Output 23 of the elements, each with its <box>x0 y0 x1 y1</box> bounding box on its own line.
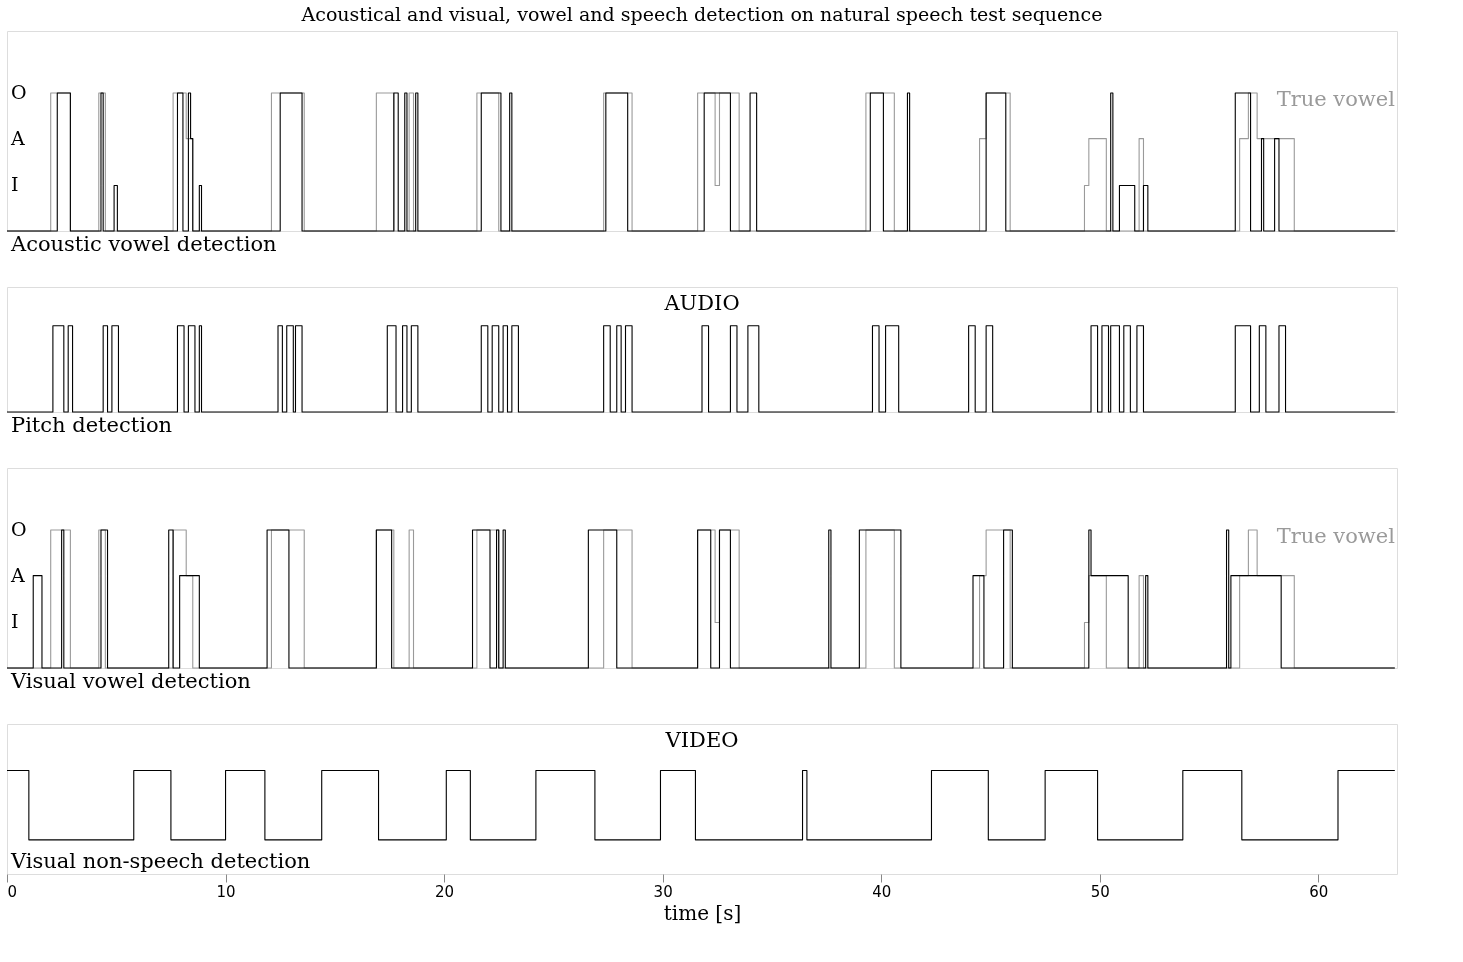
annotation: I <box>11 610 19 633</box>
x-tick-label: 50 <box>1090 882 1110 901</box>
series-label: True vowel <box>1276 524 1396 548</box>
series-label: True vowel <box>1276 87 1396 111</box>
series-label: Acoustic vowel detection <box>10 232 277 256</box>
text: VIDEO <box>664 728 739 752</box>
x-tick-label: 20 <box>435 882 455 901</box>
annotation: I <box>11 173 19 196</box>
series-label: Visual vowel detection <box>10 669 251 693</box>
x-tick-label: 30 <box>653 882 673 901</box>
annotation: A <box>10 564 25 587</box>
series-label: Pitch detection <box>11 413 173 437</box>
x-axis-title: time [s] <box>663 900 742 925</box>
x-tick-label: 40 <box>872 882 892 901</box>
annotation: O <box>11 518 27 541</box>
x-tick-label: 10 <box>216 882 236 901</box>
x-tick-label: 60 <box>1309 882 1329 901</box>
x-tick-label: 0 <box>7 882 18 901</box>
series-label: Visual non-speech detection <box>10 849 311 873</box>
annotation: A <box>10 127 25 150</box>
annotation: O <box>11 81 27 104</box>
chart-title: Acoustical and visual, vowel and speech detection on natural speech test sequence <box>300 3 1103 25</box>
text: AUDIO <box>663 291 740 315</box>
